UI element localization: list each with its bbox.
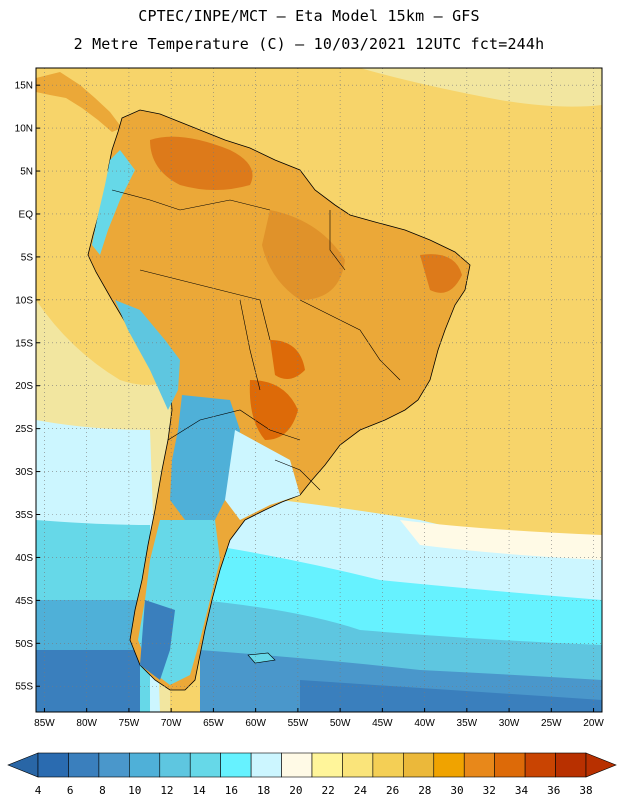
lon-label: 45W [372, 718, 393, 729]
lon-label: 60W [245, 718, 266, 729]
title-line-1: CPTEC/INPE/MCT – Eta Model 15km – GFS [138, 7, 480, 25]
andes-central-cold [115, 300, 180, 410]
colorbar-swatch [311, 752, 343, 778]
colorbar-swatch [342, 752, 374, 778]
ocean-north-band [36, 68, 602, 107]
map-frame [35, 67, 603, 713]
ocean-atlantic-mild-band [400, 520, 602, 560]
lat-label: 40S [15, 553, 33, 564]
colorbar-label: 10 [128, 784, 141, 797]
colorbar-swatch [555, 752, 587, 778]
colorbar-label: 16 [225, 784, 238, 797]
longitude-labels: 85W 80W 75W 70W 65W 60W 55W 50W 45W 40W 35W 30W 25W 2… [34, 708, 604, 729]
colorbar-label: 4 [35, 784, 42, 797]
hot-patch-northeast [420, 254, 462, 293]
lon-label: 35W [457, 718, 478, 729]
map-canvas [36, 68, 602, 712]
colorbar-swatch [250, 752, 282, 778]
lon-label: 65W [203, 718, 224, 729]
hot-patch-venezuela [150, 136, 253, 190]
colorbar-label: 8 [99, 784, 106, 797]
colorbar-swatch [37, 752, 69, 778]
falkland-islands [247, 652, 276, 664]
hot-patch-pantanal [270, 340, 305, 379]
ocean-southern-band [300, 680, 602, 712]
lat-label: 25S [15, 424, 33, 435]
lon-label: 80W [76, 718, 97, 729]
hot-patch-paraguay [249, 380, 298, 440]
lat-label: 35S [15, 510, 33, 521]
andes-north-cold [92, 150, 135, 255]
lon-label: 40W [414, 718, 435, 729]
lat-label: 5N [20, 167, 33, 178]
colorbar-label: 30 [450, 784, 463, 797]
lat-label: 55S [15, 682, 33, 693]
colorbar-label: 28 [418, 784, 431, 797]
colorbar-swatch [433, 752, 465, 778]
lon-label: 30W [499, 718, 520, 729]
lat-label: 10N [15, 124, 33, 135]
andes-high-cold [170, 395, 240, 520]
colorbar-swatch [372, 752, 404, 778]
colorbar-swatch [220, 752, 252, 778]
country-borders [111, 189, 401, 491]
lat-label: EQ [19, 209, 34, 220]
colorbar-swatch [494, 752, 526, 778]
colorbar-swatch [159, 752, 191, 778]
lon-label: 25W [541, 718, 562, 729]
lat-label: 50S [15, 639, 33, 650]
colorbar-label: 24 [354, 784, 368, 797]
lat-label: 10S [15, 295, 33, 306]
ocean-pacific-coldest-band [36, 650, 140, 712]
lat-label: 5S [21, 252, 34, 263]
patagonia-south-cold [140, 600, 175, 680]
colorbar-swatch [189, 752, 221, 778]
colorbar-label: 12 [160, 784, 173, 797]
lat-label: 15S [15, 338, 33, 349]
colorbar-labels: 4 6 8 10 12 14 16 18 20 22 24 26 28 30 32 34 36 38 [35, 784, 593, 797]
lon-label: 85W [34, 718, 55, 729]
colorbar-label: 20 [289, 784, 302, 797]
colorbar-label: 38 [579, 784, 592, 797]
pampas-cool [225, 430, 300, 520]
colorbar-label: 22 [321, 784, 334, 797]
colorbar-label: 26 [386, 784, 399, 797]
colorbar-label: 32 [483, 784, 496, 797]
central-america-land [36, 72, 122, 132]
colorbar-swatch [463, 752, 495, 778]
colorbar-label: 14 [193, 784, 207, 797]
lon-label: 70W [161, 718, 182, 729]
colorbar-label: 6 [67, 784, 74, 797]
colorbar-min-arrow [7, 752, 39, 778]
title-line-2: 2 Metre Temperature (C) – 10/03/2021 12U… [73, 35, 545, 53]
colorbar-label: 18 [257, 784, 270, 797]
colorbar [7, 752, 617, 778]
lon-label: 50W [330, 718, 351, 729]
colorbar-swatch [524, 752, 556, 778]
colorbar-swatch [68, 752, 100, 778]
colorbar-swatch [281, 752, 313, 778]
lat-label: 45S [15, 596, 33, 607]
colorbar-label: 36 [547, 784, 560, 797]
colorbar-max-arrow [585, 752, 617, 778]
lat-label: 15N [15, 81, 33, 92]
latitude-labels: 15N 10N 5N EQ 5S 10S 15S 20S 25S 30S 35S 40S 45S 50S 5… [15, 81, 40, 693]
lat-label: 30S [15, 467, 33, 478]
colorbar-swatch [129, 752, 161, 778]
hot-patch-amazon [262, 210, 345, 300]
colorbar-label: 34 [515, 784, 529, 797]
colorbar-swatch [403, 752, 435, 778]
graticule [36, 68, 602, 712]
lat-label: 20S [15, 381, 33, 392]
lon-label: 75W [119, 718, 140, 729]
lon-label: 55W [288, 718, 309, 729]
colorbar-swatch [98, 752, 130, 778]
lon-label: 20W [583, 718, 604, 729]
